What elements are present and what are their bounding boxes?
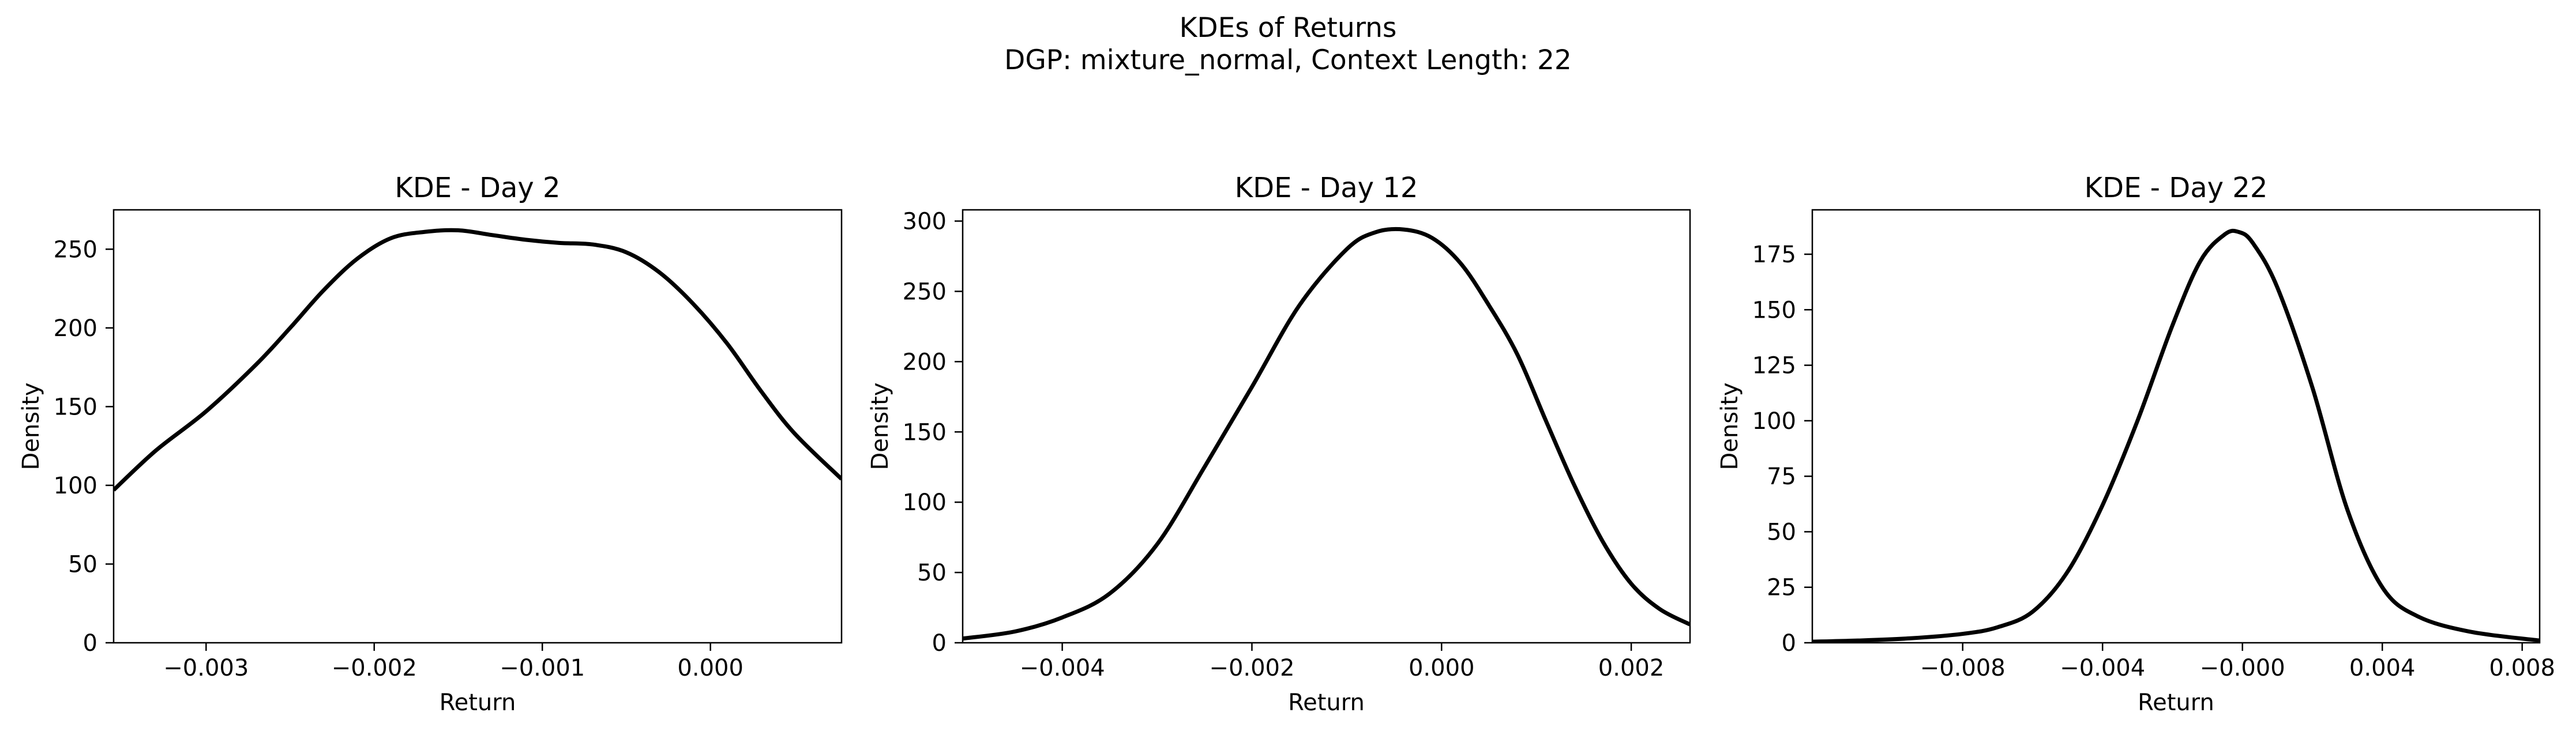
y-tick-label: 50 [917, 560, 947, 586]
x-axis-label: Return [1288, 689, 1365, 716]
y-tick-label: 50 [1767, 519, 1796, 545]
x-tick-label: −0.002 [332, 655, 417, 681]
y-tick-label: 300 [903, 209, 947, 235]
kde-curve [1812, 228, 2540, 643]
y-tick-label: 100 [1752, 408, 1796, 435]
figure-title-line1: KDEs of Returns [1180, 12, 1397, 44]
x-tick-label: −0.001 [500, 655, 585, 681]
y-tick-label: 100 [903, 489, 947, 516]
figure-title-line2: DGP: mixture_normal, Context Length: 22 [1004, 44, 1572, 76]
y-tick-label: 150 [903, 419, 947, 446]
x-tick-label: −0.004 [2060, 655, 2145, 681]
x-tick-label: 0.000 [677, 655, 743, 681]
y-tick-label: 75 [1767, 463, 1796, 490]
kde-curve [963, 227, 1690, 641]
y-tick-label: 200 [903, 349, 947, 375]
x-tick-label: −0.003 [163, 655, 249, 681]
subplot-title: KDE - Day 2 [395, 172, 560, 204]
x-tick-label: 0.004 [2349, 655, 2416, 681]
y-tick-label: 100 [54, 473, 97, 499]
y-axis-label: Density [1717, 382, 1743, 470]
x-tick-label: −0.004 [1020, 655, 1105, 681]
y-tick-label: 175 [1752, 242, 1796, 268]
x-tick-label: 0.002 [1598, 655, 1665, 681]
kde-curve [114, 228, 842, 492]
axes-frame [962, 209, 1691, 644]
y-axis-label: Density [867, 382, 893, 470]
y-tick-label: 50 [68, 551, 97, 578]
y-tick-label: 125 [1752, 353, 1796, 379]
x-tick-label: −0.008 [1920, 655, 2006, 681]
x-tick-label: −0.002 [1209, 655, 1294, 681]
y-tick-label: 25 [1767, 575, 1796, 601]
axes-frame [112, 209, 843, 644]
y-tick-label: 0 [83, 630, 97, 657]
subplot-day-2: KDE - Day 2 −0.003 −0.002 −0.001 0.000 0 50 100… [18, 172, 843, 716]
subplot-title: KDE - Day 22 [2085, 172, 2268, 204]
y-tick-label: 200 [54, 315, 97, 342]
subplot-day-12: KDE - Day 12 −0.004 −0.002 0.000 0.002 0 50 100… [867, 172, 1691, 716]
y-tick-label: 0 [932, 630, 947, 657]
y-tick-label: 150 [54, 394, 97, 420]
x-tick-label: 0.000 [1409, 655, 1475, 681]
y-tick-label: 250 [54, 236, 97, 263]
subplot-day-22: KDE - Day 22 −0.008 −0.004 −0.000 0.004 0.008… [1717, 172, 2555, 716]
x-tick-label: 0.008 [2489, 655, 2555, 681]
x-axis-label: Return [440, 689, 516, 716]
y-tick-label: 250 [903, 278, 947, 305]
y-tick-label: 0 [1782, 630, 1796, 657]
x-axis-label: Return [2138, 689, 2214, 716]
y-axis-label: Density [18, 382, 44, 470]
axes-frame [1811, 209, 2541, 644]
y-tick-label: 150 [1752, 297, 1796, 323]
subplot-title: KDE - Day 12 [1235, 172, 1418, 204]
x-tick-label: −0.000 [2200, 655, 2285, 681]
